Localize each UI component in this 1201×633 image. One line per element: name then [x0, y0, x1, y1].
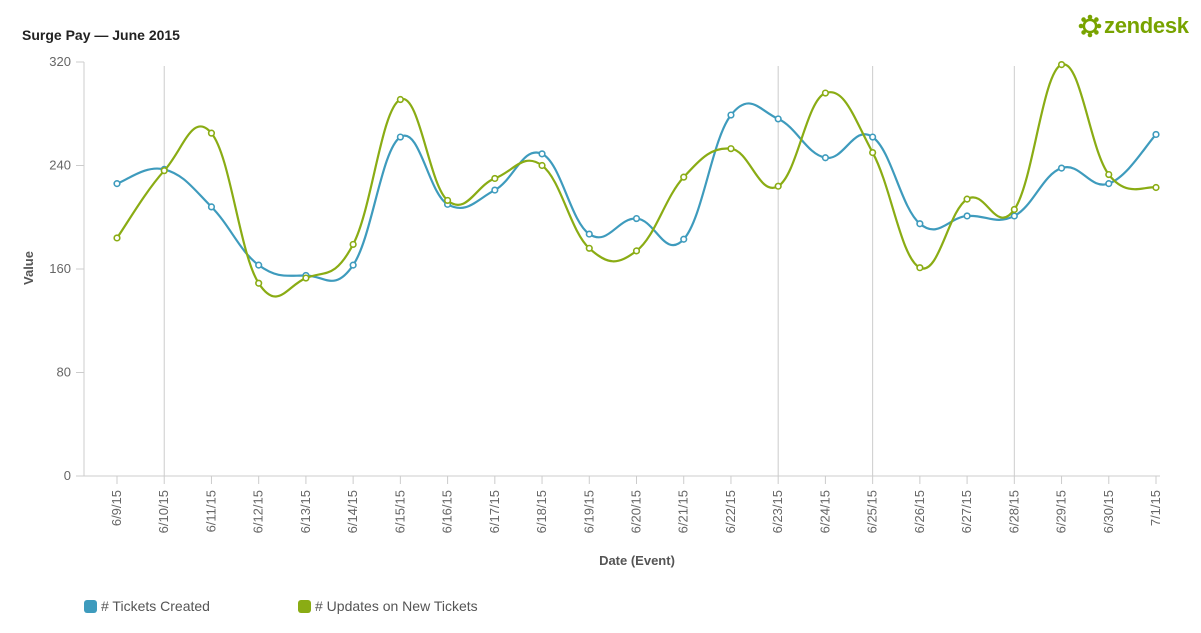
- x-tick-label: 6/23/15: [770, 490, 785, 533]
- data-point[interactable]: [869, 133, 877, 141]
- y-tick-label: 240: [49, 158, 71, 173]
- data-point[interactable]: [869, 148, 877, 157]
- x-tick-label: 6/26/15: [912, 490, 927, 533]
- legend-swatch: [84, 599, 97, 613]
- x-tick-label: 6/15/15: [392, 490, 407, 533]
- x-tick-label: 6/30/15: [1101, 490, 1116, 533]
- data-point[interactable]: [349, 261, 357, 269]
- data-point[interactable]: [443, 196, 452, 205]
- data-point[interactable]: [585, 244, 593, 252]
- y-axis: 0 80 160 240 320: [49, 54, 85, 483]
- data-point[interactable]: [585, 230, 593, 238]
- y-tick-label: 320: [49, 54, 71, 69]
- data-point[interactable]: [255, 261, 263, 269]
- data-point[interactable]: [1152, 130, 1160, 139]
- data-point[interactable]: [113, 234, 121, 242]
- x-tick-label: 6/21/15: [676, 490, 691, 533]
- x-tick-label: 6/10/15: [156, 490, 171, 533]
- x-tick-label: 6/20/15: [629, 490, 644, 533]
- legend-item-updates-on-new-tickets[interactable]: # Updates on New Tickets: [298, 597, 478, 615]
- legend-item-tickets-created[interactable]: # Tickets Created: [84, 597, 210, 615]
- data-point[interactable]: [680, 173, 688, 181]
- legend-swatch: [298, 599, 311, 613]
- data-point[interactable]: [727, 145, 735, 153]
- x-tick-label: 6/27/15: [959, 490, 974, 533]
- data-point[interactable]: [255, 279, 263, 287]
- data-point[interactable]: [1105, 170, 1113, 179]
- data-point[interactable]: [916, 220, 924, 228]
- x-tick-label: 6/11/15: [203, 490, 218, 532]
- legend-label: # Tickets Created: [101, 598, 210, 614]
- x-tick-label: 6/14/15: [345, 490, 360, 533]
- x-tick-label: 6/19/15: [581, 490, 596, 533]
- data-point[interactable]: [538, 150, 546, 158]
- data-point[interactable]: [821, 89, 830, 97]
- data-point[interactable]: [680, 235, 688, 243]
- data-point[interactable]: [538, 161, 546, 170]
- x-tick-label: 7/1/15: [1148, 490, 1163, 526]
- data-point[interactable]: [396, 95, 404, 104]
- data-point[interactable]: [207, 203, 216, 211]
- data-point[interactable]: [1010, 212, 1018, 220]
- data-point[interactable]: [113, 180, 121, 188]
- data-point[interactable]: [632, 247, 641, 255]
- data-point[interactable]: [727, 111, 735, 119]
- data-point[interactable]: [1057, 60, 1066, 69]
- data-point[interactable]: [302, 274, 310, 282]
- data-point[interactable]: [774, 182, 782, 190]
- data-point[interactable]: [963, 195, 971, 203]
- x-tick-label: 6/25/15: [865, 490, 880, 533]
- data-point[interactable]: [1105, 180, 1113, 188]
- data-point[interactable]: [632, 214, 641, 223]
- x-tick-label: 6/18/15: [534, 490, 549, 533]
- x-tick-label: 6/16/15: [440, 490, 455, 533]
- x-tick-label: 6/24/15: [817, 490, 832, 533]
- x-tick-label: 6/12/15: [251, 490, 266, 533]
- legend-label: # Updates on New Tickets: [315, 598, 478, 614]
- chart-title: Surge Pay — June 2015: [22, 27, 180, 43]
- zendesk-gear-icon: [1078, 14, 1102, 38]
- data-point[interactable]: [963, 212, 971, 220]
- data-point[interactable]: [349, 240, 357, 249]
- x-tick-label: 6/22/15: [723, 490, 738, 533]
- y-tick-label: 80: [57, 365, 71, 380]
- x-tick-label: 6/17/15: [487, 490, 502, 533]
- data-point[interactable]: [396, 133, 404, 141]
- x-tick-label: 6/28/15: [1006, 490, 1021, 533]
- data-point[interactable]: [1010, 205, 1018, 214]
- x-tick-label: 6/9/15: [109, 490, 124, 526]
- y-tick-label: 160: [49, 261, 71, 276]
- y-axis-title: Value: [21, 251, 36, 285]
- x-axis-title: Date (Event): [599, 553, 675, 568]
- zendesk-logo[interactable]: zendesk: [1078, 10, 1189, 42]
- data-point[interactable]: [774, 115, 782, 123]
- vertical-markers: [163, 66, 1015, 476]
- series-layer: [113, 60, 1160, 298]
- x-tick-label: 6/29/15: [1054, 490, 1069, 533]
- data-point[interactable]: [821, 154, 830, 162]
- data-point[interactable]: [1057, 164, 1066, 172]
- data-point[interactable]: [491, 174, 499, 183]
- data-point[interactable]: [1152, 183, 1160, 192]
- data-point[interactable]: [916, 264, 924, 272]
- data-point[interactable]: [160, 167, 168, 175]
- data-point[interactable]: [207, 129, 216, 137]
- x-axis: 6/9/15 6/10/15 6/11/15 6/12/15 6/13/15 6/14/1…: [84, 475, 1163, 533]
- series-line-1: [116, 63, 1157, 298]
- x-tick-label: 6/13/15: [298, 490, 313, 533]
- data-point[interactable]: [491, 186, 499, 194]
- logo-text: zendesk: [1104, 13, 1189, 38]
- y-tick-label: 0: [64, 468, 71, 483]
